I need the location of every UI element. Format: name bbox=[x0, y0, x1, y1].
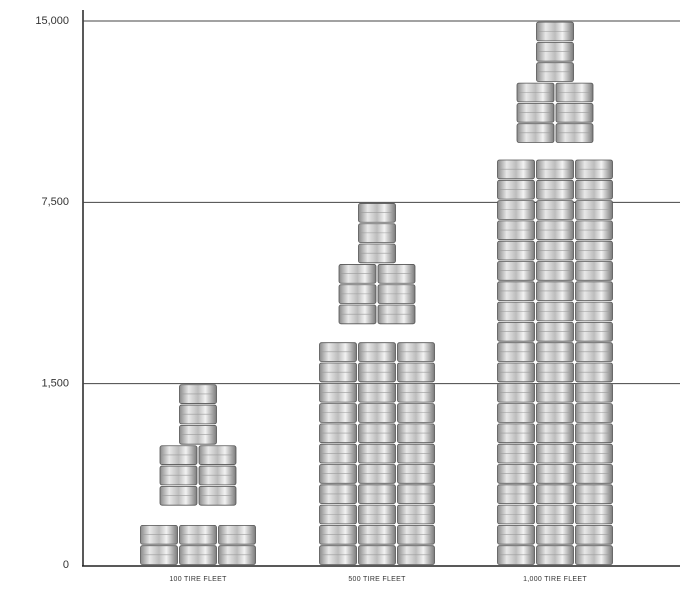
bar bbox=[497, 21, 613, 565]
bar bbox=[140, 384, 256, 565]
y-tick-label: 0 bbox=[63, 559, 69, 571]
x-tick-label: 100 TIRE FLEET bbox=[169, 576, 227, 583]
y-tick-label: 7,500 bbox=[41, 196, 69, 208]
y-tick-label: 1,500 bbox=[41, 378, 69, 390]
x-tick-label: 500 TIRE FLEET bbox=[348, 576, 406, 583]
bar bbox=[319, 203, 435, 565]
x-tick-label: 1,000 TIRE FLEET bbox=[523, 576, 587, 583]
y-tick-label: 15,000 bbox=[35, 15, 69, 27]
